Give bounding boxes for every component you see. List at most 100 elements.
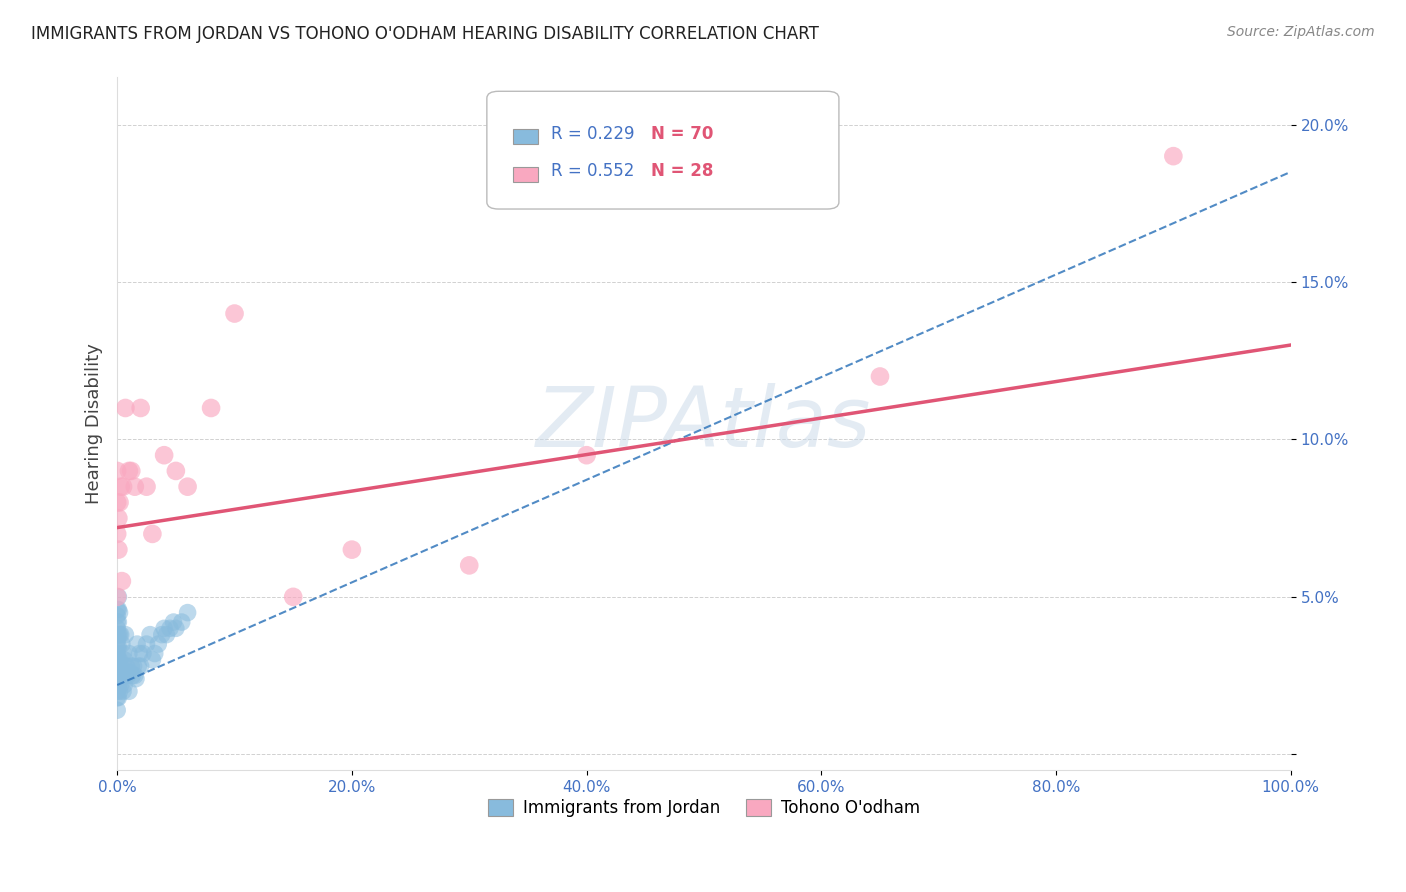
Point	[112, 668, 135, 682]
Point	[105, 684, 128, 698]
Point	[110, 659, 132, 673]
Point	[124, 668, 146, 682]
Point	[150, 627, 173, 641]
Point	[121, 668, 143, 682]
Point	[107, 690, 129, 705]
Point	[155, 627, 177, 641]
Point	[120, 665, 142, 680]
Point	[105, 703, 128, 717]
FancyBboxPatch shape	[513, 128, 538, 144]
Point	[105, 464, 128, 478]
Point	[283, 590, 305, 604]
Point	[162, 615, 184, 629]
Point	[141, 653, 163, 667]
Point	[105, 634, 128, 648]
Point	[111, 668, 134, 682]
Point	[105, 590, 128, 604]
Point	[111, 637, 134, 651]
Point	[105, 640, 128, 655]
Point	[129, 659, 152, 673]
Text: R = 0.552: R = 0.552	[551, 162, 634, 180]
Point	[107, 590, 129, 604]
Legend: Immigrants from Jordan, Tohono O'odham: Immigrants from Jordan, Tohono O'odham	[482, 792, 927, 824]
Point	[105, 647, 128, 661]
Point	[114, 668, 136, 682]
Point	[107, 602, 129, 616]
Point	[110, 480, 132, 494]
Point	[141, 527, 163, 541]
Point	[114, 401, 136, 415]
Point	[105, 672, 128, 686]
Point	[105, 678, 128, 692]
Text: R = 0.229: R = 0.229	[551, 125, 636, 144]
Point	[118, 684, 141, 698]
Point	[176, 480, 198, 494]
Point	[105, 621, 128, 635]
Point	[120, 464, 142, 478]
Point	[112, 480, 135, 494]
Point	[118, 647, 141, 661]
Point	[105, 615, 128, 629]
Point	[112, 647, 135, 661]
Point	[127, 637, 149, 651]
Point	[108, 684, 131, 698]
Point	[135, 637, 157, 651]
Point	[139, 627, 162, 641]
Point	[124, 480, 146, 494]
Point	[117, 668, 139, 682]
Text: N = 70: N = 70	[651, 125, 713, 144]
Point	[176, 606, 198, 620]
Point	[107, 653, 129, 667]
Point	[128, 647, 150, 661]
Point	[165, 621, 187, 635]
Point	[112, 653, 135, 667]
Text: N = 28: N = 28	[651, 162, 713, 180]
Point	[115, 659, 138, 673]
Point	[105, 608, 128, 623]
Point	[105, 690, 128, 705]
Point	[108, 606, 131, 620]
Text: Source: ZipAtlas.com: Source: ZipAtlas.com	[1227, 25, 1375, 39]
Point	[869, 369, 891, 384]
Point	[575, 448, 598, 462]
Point	[159, 621, 181, 635]
Point	[105, 653, 128, 667]
Point	[125, 672, 148, 686]
Text: IMMIGRANTS FROM JORDAN VS TOHONO O'ODHAM HEARING DISABILITY CORRELATION CHART: IMMIGRANTS FROM JORDAN VS TOHONO O'ODHAM…	[31, 25, 818, 43]
Point	[153, 621, 176, 635]
Point	[127, 659, 149, 673]
Point	[111, 574, 134, 588]
Point	[170, 615, 193, 629]
Point	[118, 464, 141, 478]
Point	[1163, 149, 1185, 163]
Point	[165, 464, 187, 478]
Point	[105, 527, 128, 541]
Point	[122, 659, 145, 673]
Point	[110, 678, 132, 692]
Point	[114, 627, 136, 641]
Text: ZIPAtlas: ZIPAtlas	[536, 384, 872, 464]
Point	[132, 647, 155, 661]
Point	[200, 401, 222, 415]
Point	[107, 627, 129, 641]
Point	[105, 627, 128, 641]
Point	[224, 307, 246, 321]
Point	[129, 401, 152, 415]
Point	[153, 448, 176, 462]
Point	[105, 495, 128, 509]
Point	[107, 542, 129, 557]
Point	[120, 659, 142, 673]
Point	[105, 665, 128, 680]
Point	[458, 558, 481, 573]
Point	[107, 678, 129, 692]
Point	[107, 640, 129, 655]
Point	[105, 602, 128, 616]
FancyBboxPatch shape	[486, 91, 839, 209]
FancyBboxPatch shape	[513, 167, 538, 182]
Point	[107, 665, 129, 680]
Point	[108, 627, 131, 641]
Point	[148, 637, 170, 651]
Point	[340, 542, 363, 557]
Point	[108, 653, 131, 667]
Point	[143, 647, 166, 661]
